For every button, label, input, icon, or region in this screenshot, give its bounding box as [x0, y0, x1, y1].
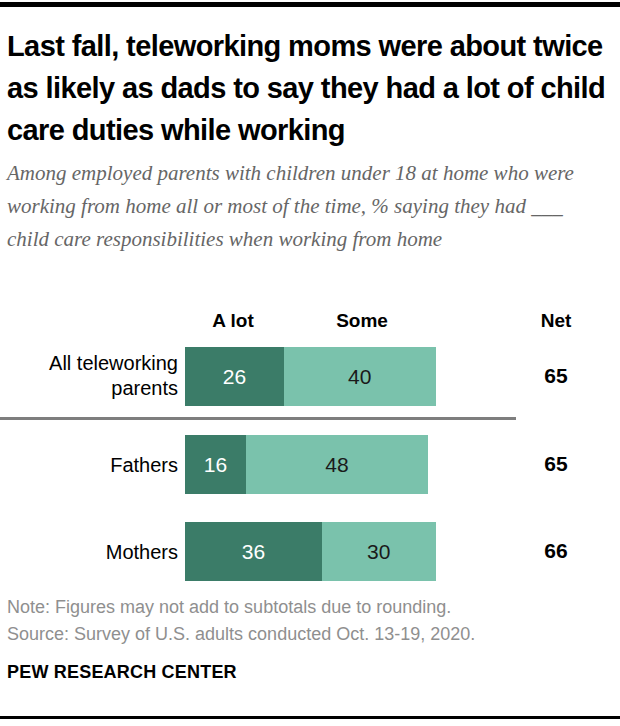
- bar-value-a-lot: 26: [223, 365, 246, 389]
- row-label-fathers: Fathers: [0, 453, 178, 478]
- column-header-some: Some: [312, 310, 412, 332]
- bar-segment-some: 48: [246, 435, 428, 494]
- row-label-all-teleworking-parents: All teleworking parents: [0, 351, 178, 401]
- column-header-net: Net: [516, 310, 596, 332]
- bar-segment-a-lot: 36: [185, 522, 322, 581]
- net-value-all-teleworking-parents: 65: [521, 364, 591, 388]
- bar-segment-some: 40: [284, 347, 436, 406]
- section-divider: [0, 417, 516, 420]
- pew-research-center-brand: PEW RESEARCH CENTER: [7, 662, 237, 683]
- column-header-a-lot: A lot: [187, 310, 279, 332]
- net-value-mothers: 66: [521, 539, 591, 563]
- bar-segment-a-lot: 16: [185, 435, 246, 494]
- bottom-rule: [0, 716, 620, 719]
- bar-value-a-lot: 16: [204, 453, 227, 477]
- top-rule: [0, 2, 620, 7]
- bar-segment-a-lot: 26: [185, 347, 284, 406]
- net-value-fathers: 65: [521, 452, 591, 476]
- bar-value-some: 30: [367, 540, 390, 564]
- bar-value-some: 40: [348, 365, 371, 389]
- bar-value-some: 48: [325, 453, 348, 477]
- bar-all-teleworking-parents: 26 40: [185, 347, 436, 406]
- bar-segment-some: 30: [322, 522, 436, 581]
- bar-fathers: 16 48: [185, 435, 428, 494]
- row-label-mothers: Mothers: [0, 540, 178, 565]
- bar-mothers: 36 30: [185, 522, 436, 581]
- chart-note: Note: Figures may not add to subtotals d…: [7, 594, 607, 620]
- chart-subtitle: Among employed parents with children und…: [7, 157, 607, 255]
- chart-source: Source: Survey of U.S. adults conducted …: [7, 621, 607, 647]
- chart-card: Last fall, teleworking moms were about t…: [0, 0, 620, 726]
- bar-value-a-lot: 36: [242, 540, 265, 564]
- chart-title: Last fall, teleworking moms were about t…: [7, 25, 613, 151]
